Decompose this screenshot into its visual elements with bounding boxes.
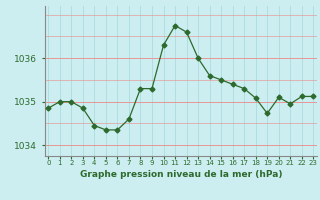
X-axis label: Graphe pression niveau de la mer (hPa): Graphe pression niveau de la mer (hPa) [80, 170, 282, 179]
